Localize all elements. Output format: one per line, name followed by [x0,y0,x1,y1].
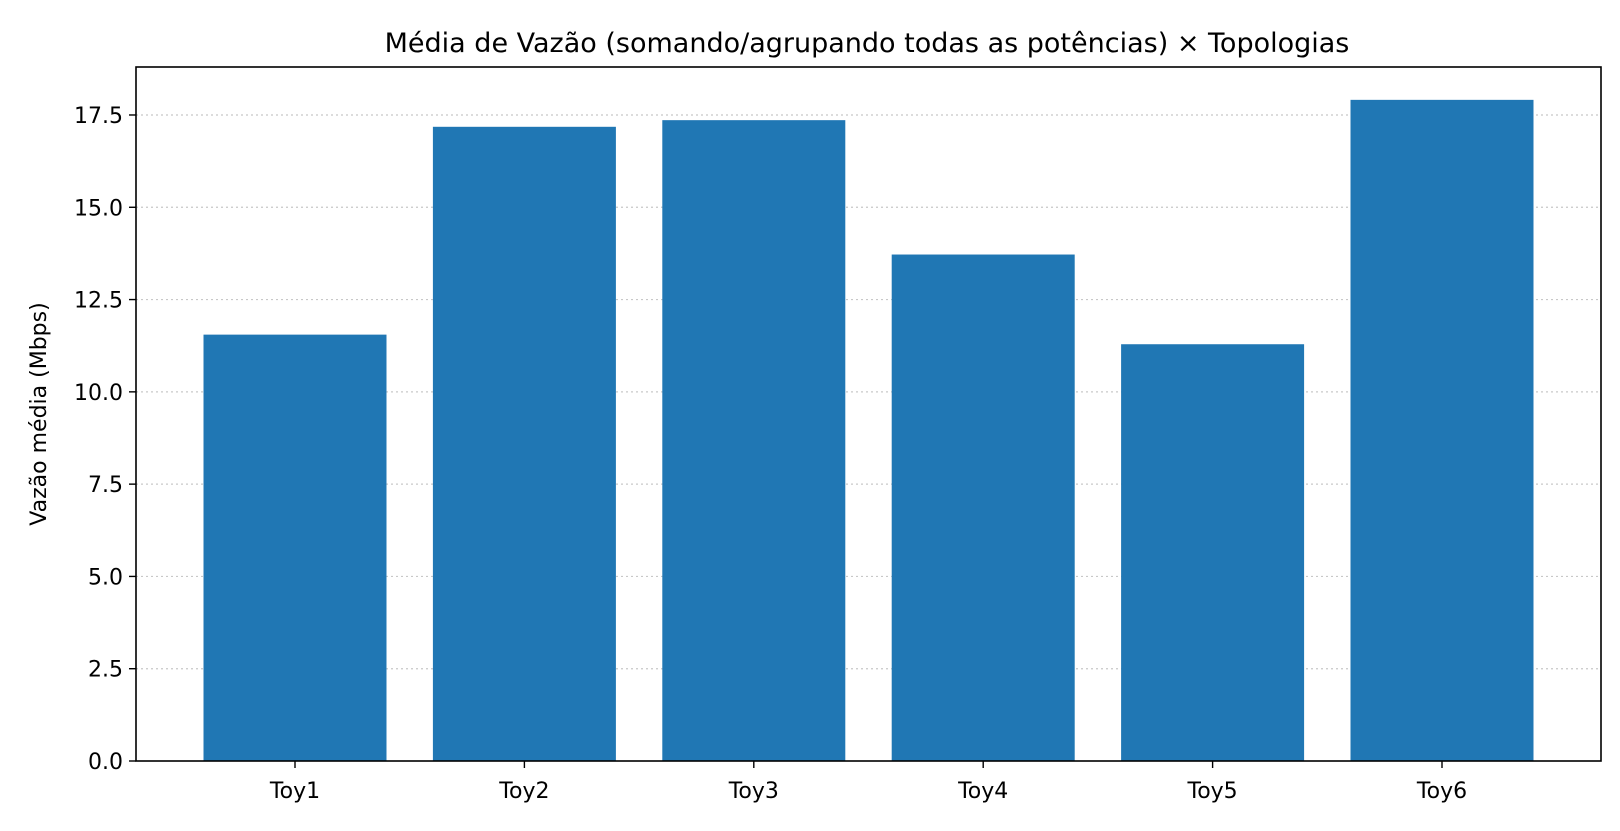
y-tick-label: 2.5 [88,658,123,683]
x-axis-ticks: Toy1 Toy2 Toy3 Toy4 Toy5 Toy6 [269,761,1467,804]
x-tick-label: Toy6 [1416,779,1467,804]
x-tick-label: Toy2 [498,779,549,804]
bar-toy4 [891,254,1075,762]
bar-toy6 [1350,99,1534,762]
bar-toy2 [432,126,616,761]
y-tick-label: 7.5 [88,473,123,498]
y-axis-ticks: 0.0 2.5 5.0 7.5 10.0 12.5 15.0 17.5 [74,104,136,775]
y-tick-label: 0.0 [88,750,123,775]
y-tick-label: 17.5 [74,104,123,129]
chart-title: Média de Vazão (somando/agrupando todas … [385,28,1350,59]
bar-toy5 [1121,344,1305,761]
x-tick-label: Toy1 [269,779,320,804]
y-tick-label: 15.0 [74,196,123,221]
y-tick-label: 12.5 [74,289,123,314]
y-tick-label: 5.0 [88,565,123,590]
plot-frame [135,66,1602,762]
bar-series [203,99,1534,762]
x-tick-label: Toy5 [1187,779,1238,804]
y-tick-label: 10.0 [74,381,123,406]
bar-toy3 [662,120,846,761]
y-axis-title: Vazão média (Mbps) [27,302,52,525]
bar-toy1 [203,334,387,761]
x-tick-label: Toy3 [728,779,779,804]
x-tick-label: Toy4 [957,779,1008,804]
